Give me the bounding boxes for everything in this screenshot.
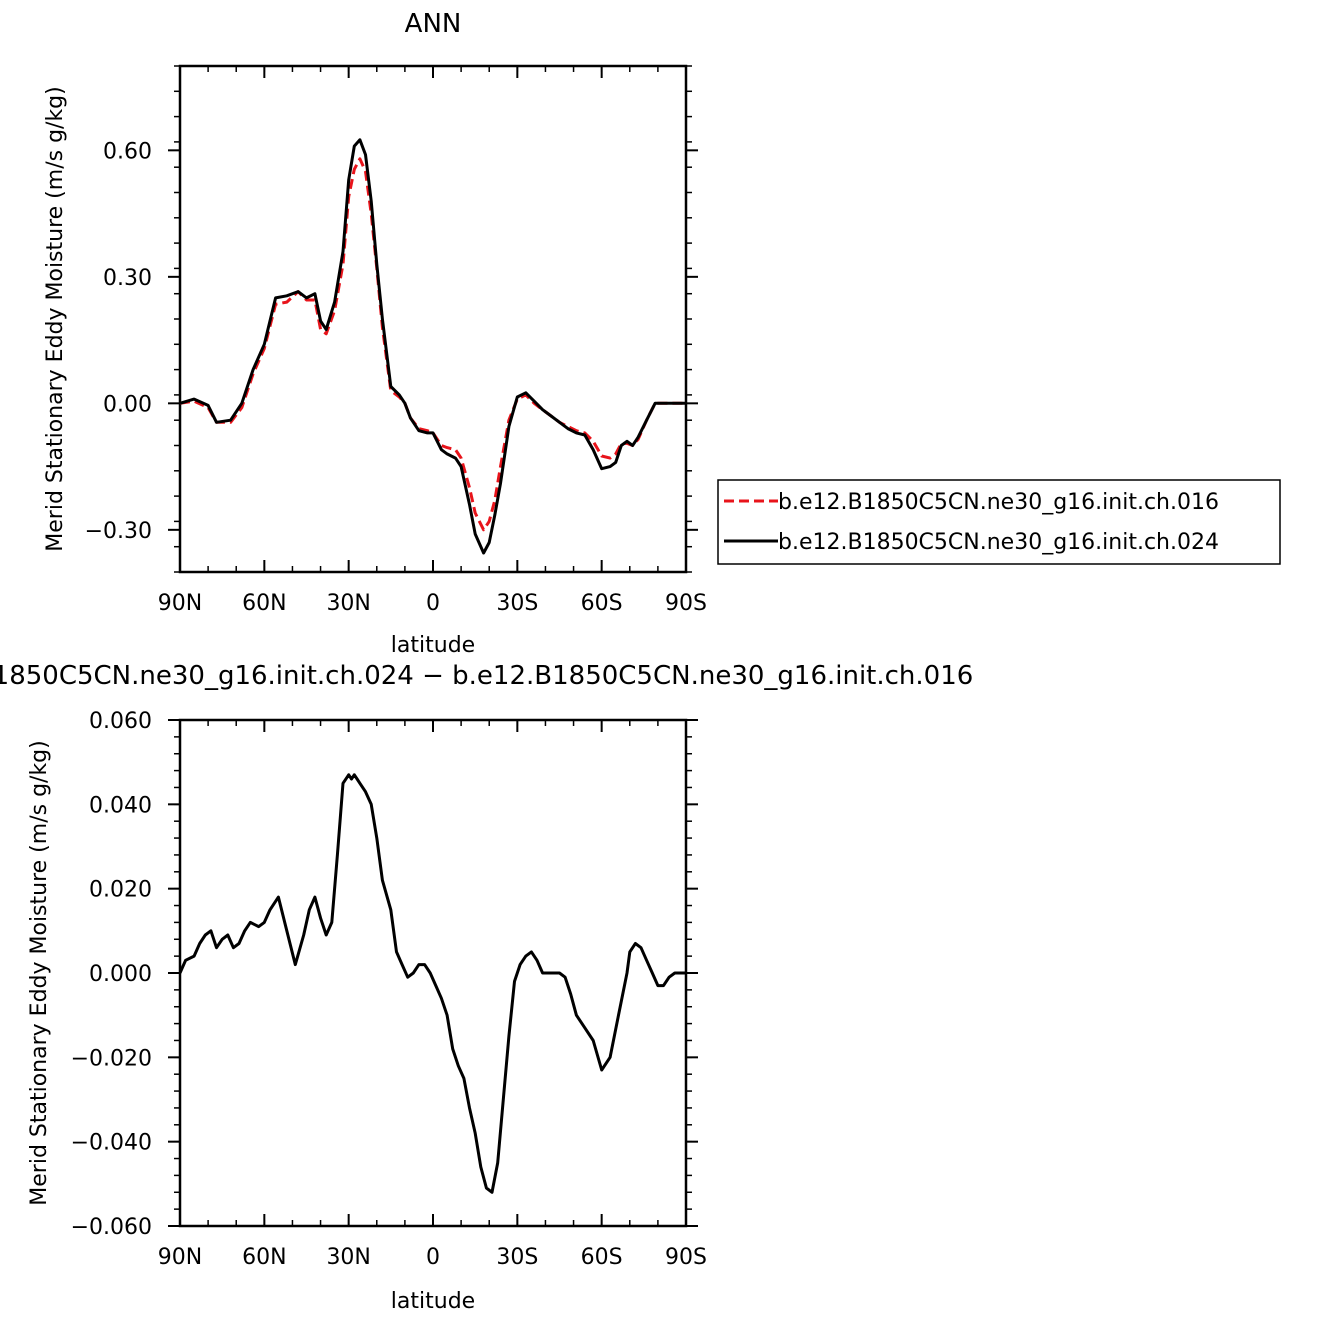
x-tick-label: 90N (158, 1245, 202, 1270)
y-tick-label: 0.00 (103, 392, 152, 417)
y-tick-label: 0.30 (103, 266, 152, 291)
y-tick-label: 0.020 (89, 878, 152, 903)
y-tick-label: −0.040 (71, 1131, 152, 1156)
legend-label-2: b.e12.B1850C5CN.ne30_g16.init.ch.024 (778, 530, 1219, 555)
x-tick-label: 30S (496, 1245, 538, 1270)
x-tick-label: 0 (426, 591, 440, 616)
y-tick-label: 0.040 (89, 793, 152, 818)
legend-label-1: b.e12.B1850C5CN.ne30_g16.init.ch.016 (778, 490, 1219, 515)
y-tick-label: 0.060 (89, 709, 152, 734)
series-line-1 (180, 157, 686, 532)
x-tick-label: 30S (496, 591, 538, 616)
x-axis-label: latitude (391, 633, 475, 658)
y-tick-label: 0.000 (89, 962, 152, 987)
plot-frame (178, 64, 688, 574)
legend-box (717, 479, 1281, 565)
y-axis-label: Merid Stationary Eddy Moisture (m/s g/kg… (27, 740, 52, 1205)
x-tick-label: 90N (158, 591, 202, 616)
x-axis-label: latitude (391, 1289, 475, 1314)
x-tick-label: 90S (665, 591, 707, 616)
y-axis-label: Merid Stationary Eddy Moisture (m/s g/kg… (43, 86, 68, 551)
x-tick-label: 90S (665, 1245, 707, 1270)
chart-title: ANN (405, 9, 462, 39)
x-tick-label: 0 (426, 1245, 440, 1270)
chart-title: b.e12.B1850C5CN.ne30_g16.init.ch.024 − b… (0, 661, 973, 691)
x-tick-label: 30N (326, 591, 370, 616)
plot-frame (178, 718, 688, 1228)
y-tick-label: −0.30 (85, 519, 152, 544)
x-tick-label: 60N (242, 1245, 286, 1270)
x-tick-label: 30N (326, 1245, 370, 1270)
series-line-1 (180, 773, 686, 1194)
x-tick-label: 60N (242, 591, 286, 616)
y-tick-label: 0.60 (103, 139, 152, 164)
chart-panel-2: 90N 60N 30N 0 30S 60S 90S −0.060 −0.040 −0.020 0.0… (0, 661, 973, 1314)
chart-panel-1: 90N 60N 30N 0 30S 60S 90S −0.30 0.00 0.30 0.60 ANN l… (43, 9, 1281, 658)
y-tick-label: −0.020 (71, 1046, 152, 1071)
x-tick-label: 60S (581, 591, 623, 616)
y-tick-label: −0.060 (71, 1215, 152, 1240)
legend: b.e12.B1850C5CN.ne30_g16.init.ch.016 b.e1… (717, 479, 1281, 565)
series-line-2 (180, 138, 686, 555)
x-tick-label: 60S (581, 1245, 623, 1270)
